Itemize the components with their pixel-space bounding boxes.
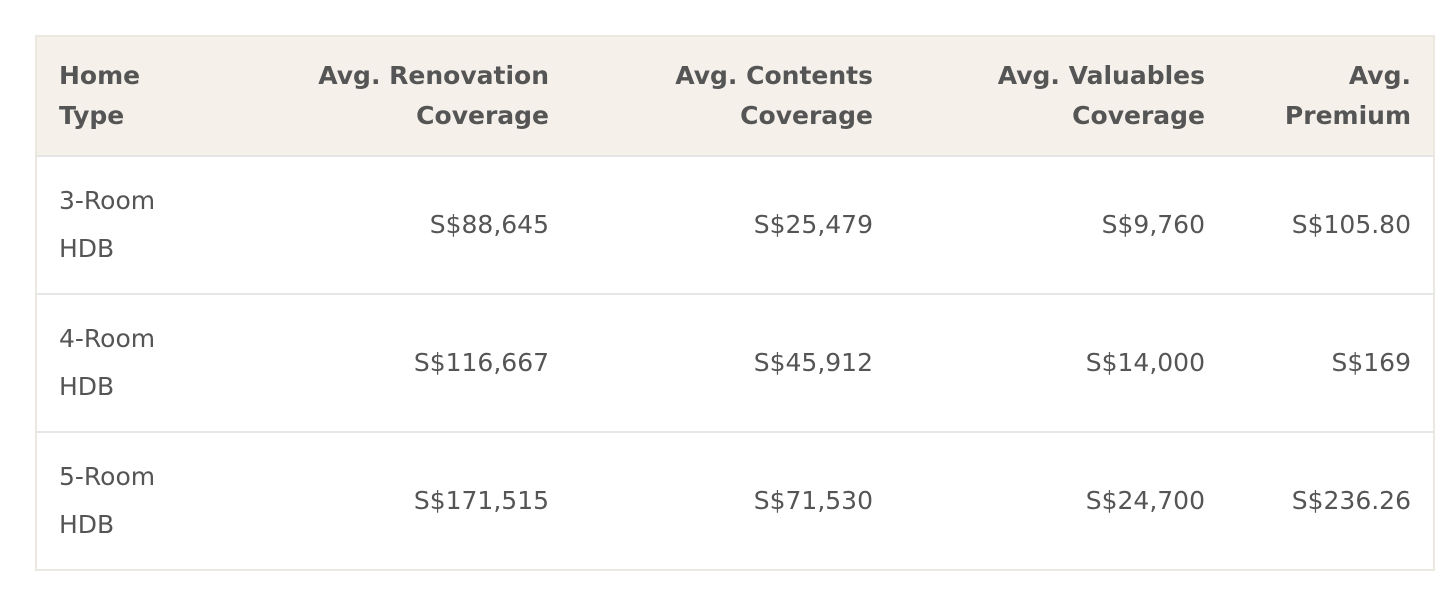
table-cell: 5-Room HDB [59,462,156,539]
header-cell: Avg. Contents Coverage [675,61,873,130]
table-cell: 3-Room HDB [59,186,156,263]
table-body: 3-Room HDB S$88,645 S$25,479 S$9,760 S$105.8… [36,156,1434,570]
header-cell: Home Type [59,61,141,130]
table-cell: S$25,479 [753,210,873,239]
table-row: 5-Room HDB S$171,515 S$71,530 S$24,700 S$236… [36,432,1434,570]
table-cell: S$88,645 [429,210,549,239]
table-cell: 4-Room HDB [59,324,156,401]
table-cell: S$105.80 [1291,210,1411,239]
table-header: Home Type Avg. Renovation Coverage Avg. Co… [36,36,1434,156]
table-cell: S$236.26 [1291,486,1411,515]
table-cell: S$116,667 [413,348,549,377]
table-cell: S$14,000 [1085,348,1205,377]
header-cell: Avg. Premium [1284,61,1411,130]
table-row: 4-Room HDB S$116,667 S$45,912 S$14,000 S$169 [36,294,1434,432]
header-row: Home Type Avg. Renovation Coverage Avg. Co… [36,36,1434,156]
coverage-table: Home Type Avg. Renovation Coverage Avg. Co… [35,35,1435,571]
header-cell: Avg. Renovation Coverage [318,61,549,130]
table-cell: S$9,760 [1101,210,1205,239]
header-cell: Avg. Valuables Coverage [997,61,1205,130]
table-cell: S$169 [1331,348,1412,377]
table-cell: S$24,700 [1085,486,1205,515]
table-row: 3-Room HDB S$88,645 S$25,479 S$9,760 S$105.8… [36,156,1434,294]
table-cell: S$71,530 [753,486,873,515]
table-cell: S$171,515 [413,486,549,515]
table-cell: S$45,912 [753,348,873,377]
